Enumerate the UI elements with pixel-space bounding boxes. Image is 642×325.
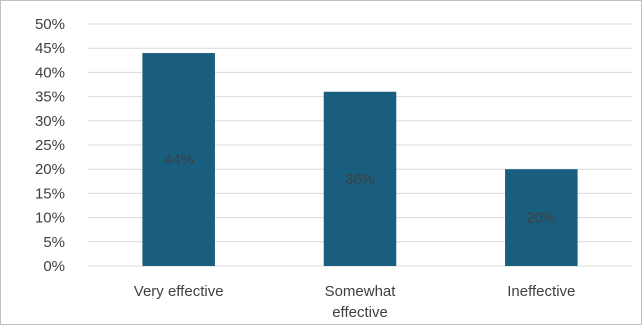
bars <box>142 53 578 266</box>
data-label: 44% <box>164 152 194 169</box>
y-tick-label: 10% <box>35 210 65 227</box>
y-tick-label: 35% <box>35 89 65 106</box>
y-axis-ticks: 0% 5% 10% 15% 20% 25% 30% 35% 40% 45% 50% <box>35 16 65 275</box>
data-labels: 44% 36% 20% <box>164 152 557 227</box>
y-tick-label: 20% <box>35 161 65 178</box>
y-tick-label: 0% <box>43 258 65 275</box>
y-tick-label: 50% <box>35 16 65 33</box>
y-tick-label: 40% <box>35 64 65 81</box>
y-tick-label: 25% <box>35 137 65 154</box>
bar <box>505 169 578 266</box>
bar <box>142 53 215 266</box>
y-tick-label: 5% <box>43 234 65 251</box>
data-label: 20% <box>526 210 556 227</box>
y-tick-label: 30% <box>35 113 65 130</box>
x-category-label: Very effective <box>134 283 224 300</box>
x-category-label: Somewhat <box>325 283 397 300</box>
data-label: 36% <box>345 171 375 188</box>
x-axis-categories: Very effective Somewhat effective Ineffecti… <box>134 283 576 321</box>
x-category-label: effective <box>332 304 388 321</box>
y-tick-label: 15% <box>35 185 65 202</box>
bar <box>323 91 397 266</box>
x-category-label: Ineffective <box>507 283 575 300</box>
y-tick-label: 45% <box>35 40 65 57</box>
